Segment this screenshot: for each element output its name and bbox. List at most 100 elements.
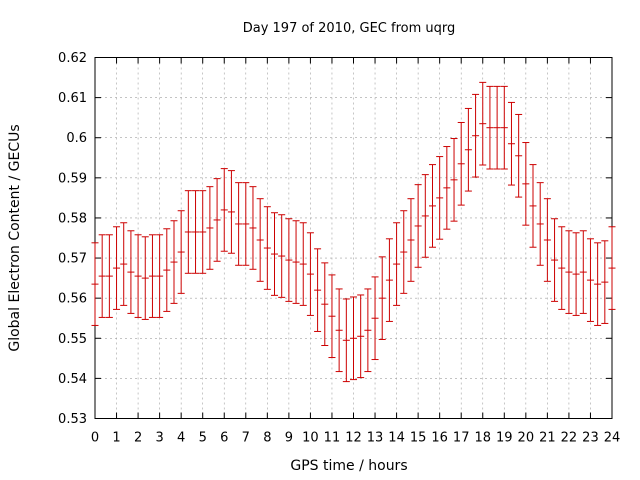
error-bar-series — [91, 81, 616, 383]
data-point — [385, 238, 393, 322]
x-tick-label: 11 — [324, 431, 341, 446]
data-point — [249, 186, 257, 270]
data-point — [371, 276, 379, 361]
axis-ticks — [94, 57, 613, 419]
data-point — [177, 210, 185, 294]
data-point — [278, 214, 286, 298]
data-point — [184, 190, 192, 274]
data-point — [594, 242, 602, 326]
x-tick-label: 19 — [496, 431, 513, 446]
x-tick-label: 20 — [518, 431, 535, 446]
data-point — [572, 232, 580, 316]
data-point — [515, 113, 523, 198]
data-point — [156, 234, 164, 318]
data-point — [127, 230, 135, 314]
y-tick-label: 0.57 — [58, 252, 87, 267]
x-tick-label: 0 — [91, 431, 99, 446]
chart-title: Day 197 of 2010, GEC from uqrg — [243, 21, 456, 36]
y-tick-label: 0.54 — [58, 372, 87, 387]
y-axis-label: Global Electron Content / GECUs — [7, 124, 23, 351]
data-point — [213, 178, 221, 262]
data-point — [134, 234, 142, 318]
data-point — [91, 242, 99, 326]
data-point — [220, 168, 228, 252]
y-tick-label: 0.62 — [58, 51, 87, 66]
data-point — [299, 222, 307, 306]
data-point — [586, 238, 594, 322]
data-point — [472, 93, 480, 178]
y-tick-label: 0.61 — [58, 91, 87, 106]
x-tick-label: 22 — [561, 431, 578, 446]
data-point — [335, 288, 343, 373]
data-point — [529, 164, 537, 248]
data-point — [457, 121, 465, 206]
data-point — [342, 298, 350, 383]
x-tick-label: 12 — [345, 431, 362, 446]
x-tick-label: 17 — [453, 431, 470, 446]
data-point — [141, 236, 149, 320]
data-point — [500, 85, 508, 170]
data-point — [522, 142, 530, 226]
data-point — [436, 156, 444, 240]
data-point — [608, 226, 616, 310]
data-point — [479, 81, 487, 166]
data-point — [242, 182, 250, 266]
data-point — [328, 274, 336, 359]
data-point — [227, 170, 235, 254]
data-point — [148, 234, 156, 318]
data-point — [285, 218, 293, 302]
data-point — [306, 232, 314, 316]
data-point — [414, 184, 422, 268]
x-axis-label: GPS time / hours — [290, 458, 407, 474]
data-point — [407, 198, 415, 282]
data-point — [579, 230, 587, 314]
x-tick-label: 21 — [539, 431, 556, 446]
data-point — [464, 107, 472, 192]
x-tick-label: 6 — [220, 431, 228, 446]
data-point — [486, 85, 494, 170]
data-point — [256, 198, 264, 282]
data-point — [393, 222, 401, 306]
data-point — [543, 198, 551, 282]
data-point — [98, 234, 106, 318]
x-tick-label: 16 — [431, 431, 448, 446]
data-point — [565, 230, 573, 314]
data-point — [364, 288, 372, 373]
data-point — [450, 138, 458, 222]
data-point — [493, 85, 501, 170]
data-point — [113, 226, 121, 310]
data-point — [428, 164, 436, 248]
data-point — [421, 174, 429, 258]
y-tick-label: 0.55 — [58, 332, 87, 347]
y-tick-label: 0.6 — [66, 131, 87, 146]
data-point — [551, 218, 559, 302]
x-tick-label: 13 — [367, 431, 384, 446]
data-point — [314, 248, 322, 332]
x-tick-label: 10 — [302, 431, 319, 446]
tick-labels: 0 1 2 3 4 5 6 7 8 9 10 11 12 13 14 15 16 17 18 19 20 21 22 23 24… — [58, 51, 620, 446]
x-tick-label: 18 — [474, 431, 491, 446]
data-point — [271, 212, 279, 296]
data-point — [170, 220, 178, 304]
data-point — [536, 182, 544, 266]
data-point — [206, 186, 214, 270]
y-tick-label: 0.53 — [58, 412, 87, 427]
x-tick-label: 4 — [177, 431, 185, 446]
data-point — [263, 206, 271, 290]
data-point — [192, 190, 200, 274]
x-tick-label: 5 — [199, 431, 207, 446]
x-tick-label: 2 — [134, 431, 142, 446]
data-point — [292, 220, 300, 304]
data-point — [350, 296, 357, 381]
y-tick-label: 0.58 — [58, 211, 87, 226]
x-tick-label: 8 — [263, 431, 271, 446]
data-point — [507, 101, 515, 186]
data-point — [443, 146, 451, 230]
x-tick-label: 9 — [285, 431, 293, 446]
data-point — [357, 294, 365, 379]
data-point — [601, 240, 609, 324]
data-point — [400, 210, 408, 294]
x-tick-label: 15 — [410, 431, 427, 446]
data-point — [105, 234, 113, 318]
